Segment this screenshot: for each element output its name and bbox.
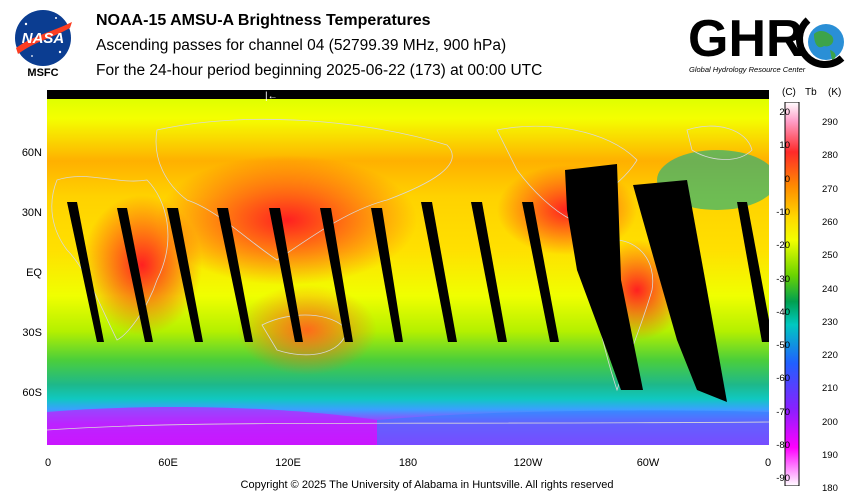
colorbar-tick-kelvin: 230 [822,316,838,328]
lon-label-120w: 120W [513,457,543,469]
colorbar-tick-celsius: -70 [776,406,790,418]
chart-period: For the 24-hour period beginning 2025-06… [96,62,543,79]
lon-label-180: 180 [398,457,418,469]
colorbar-unit-tb: Tb [805,87,817,98]
colorbar-tick-celsius: -30 [776,273,790,285]
colorbar-tick-celsius: -80 [776,440,790,451]
lon-label-0-east: 0 [764,457,772,469]
nasa-logo: NASA [12,8,74,80]
colorbar-tick-kelvin: 180 [822,483,838,495]
colorbar-tick-kelvin: 240 [822,283,838,295]
colorbar-tick-celsius: -10 [776,206,790,218]
lat-label-30s: 30S [22,327,42,339]
chart-subtitle: Ascending passes for channel 04 (52799.3… [96,37,507,54]
top-bar-marker: |← [265,91,278,102]
colorbar-tick-kelvin: 280 [822,150,838,162]
colorbar-unit-kelvin: (K) [828,87,842,98]
copyright-notice: Copyright © 2025 The University of Alaba… [240,479,614,491]
colorbar [777,101,807,487]
colorbar-tick-kelvin: 190 [822,450,838,461]
lat-label-60s: 60S [22,387,42,399]
colorbar-tick-kelvin: 260 [822,216,838,228]
ghrc-logo-text: GHR [688,10,804,68]
colorbar-tick-kelvin: 270 [822,183,838,195]
lat-label-60n: 60N [21,147,42,159]
brightness-temperature-map: |← [46,90,777,445]
msfc-label: MSFC [27,67,59,79]
colorbar-tick-kelvin: 290 [822,117,838,128]
asia-warm-region [157,155,417,285]
lon-label-60w: 60W [636,457,660,469]
colorbar-tick-celsius: -40 [776,306,790,318]
colorbar-unit-celsius: (C) [782,87,796,98]
colorbar-tick-celsius: 20 [779,107,790,118]
colorbar-tick-celsius: -50 [776,340,790,352]
lat-label-30n: 30N [21,207,42,219]
colorbar-tick-kelvin: 250 [822,250,838,262]
colorbar-tick-kelvin: 210 [822,383,838,395]
ghrc-logo: GHR Global Hydrology Resource Center [686,6,852,76]
orbit-gaps [67,164,769,402]
colorbar-tick-celsius: -60 [776,373,790,385]
colorbar-tick-celsius: -90 [776,473,790,485]
chart-title: NOAA-15 AMSU-A Brightness Temperatures [96,12,431,29]
colorbar-tick-kelvin: 220 [822,350,838,362]
colorbar-tick-celsius: -20 [776,240,790,252]
lon-label-60e: 60E [158,457,178,469]
colorbar-tick-celsius: 0 [784,173,790,185]
svg-text:Global Hydrology Resource Cent: Global Hydrology Resource Center [689,65,806,74]
australia-warm-region [237,285,377,375]
lon-label-0: 0 [44,457,52,469]
svg-text:NASA: NASA [22,30,65,47]
colorbar-tick-celsius: 10 [779,140,790,152]
lat-label-eq: EQ [26,267,42,279]
missing-data-top-bar [47,90,769,99]
lon-label-120e: 120E [275,457,301,469]
colorbar-tick-kelvin: 200 [822,416,838,428]
